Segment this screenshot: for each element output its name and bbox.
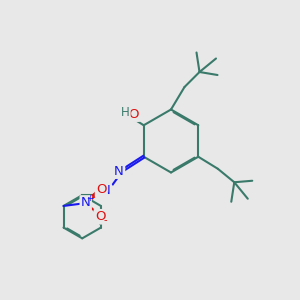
Text: H: H xyxy=(121,106,130,119)
Text: O: O xyxy=(95,210,105,223)
Text: O: O xyxy=(95,210,105,223)
Text: O: O xyxy=(96,183,106,196)
Text: N: N xyxy=(81,196,91,209)
Text: O: O xyxy=(129,108,139,121)
Text: +: + xyxy=(86,194,93,203)
Text: H: H xyxy=(121,106,130,119)
Text: -: - xyxy=(104,215,107,225)
Text: O: O xyxy=(129,108,139,121)
Text: -: - xyxy=(104,215,107,225)
Text: O: O xyxy=(96,183,106,196)
Text: N: N xyxy=(101,184,110,197)
Text: +: + xyxy=(86,194,93,203)
Text: N: N xyxy=(114,165,124,178)
Text: N: N xyxy=(81,196,91,209)
Text: N: N xyxy=(114,165,124,178)
Text: N: N xyxy=(101,184,110,197)
